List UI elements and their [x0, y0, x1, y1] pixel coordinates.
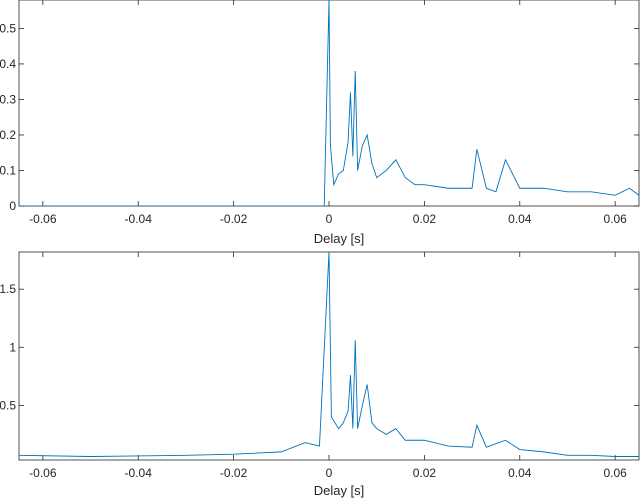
y-tick-label: 0.3: [0, 92, 16, 106]
x-tick-label: -0.04: [125, 212, 153, 226]
y-tick-label: 0.5: [0, 398, 16, 412]
x-tick-label: 0.06: [603, 466, 627, 480]
x-tick-label: -0.04: [125, 466, 153, 480]
x-axis-label: Delay [s]: [314, 231, 365, 246]
x-tick-label: 0.06: [603, 212, 627, 226]
bottom-chart-panel: -0.06 -0.04 -0.02 0 0.02 0.04 0.06 0.5 1 1.5 Delay…: [0, 251, 640, 498]
x-tick-label: 0.04: [508, 466, 532, 480]
series-line: [19, 252, 639, 457]
y-tick-label: 0.5: [0, 21, 16, 35]
x-tick-label: 0.02: [413, 466, 437, 480]
x-tick-label: -0.02: [220, 212, 248, 226]
y-tick-label: 1: [9, 340, 16, 354]
top-chart-panel: -0.06 -0.04 -0.02 0 0.02 0.04 0.06 0 0.1 0.2 0.3 0.…: [0, 0, 640, 246]
x-tick-label: 0: [326, 466, 333, 480]
y-tick-label: 1.5: [0, 282, 16, 296]
x-tick-label: 0: [326, 212, 333, 226]
series-line: [19, 0, 639, 206]
x-tick-label: -0.02: [220, 466, 248, 480]
x-tick-label: -0.06: [29, 466, 57, 480]
x-tick-label: 0.04: [508, 212, 532, 226]
x-axis-label: Delay [s]: [314, 483, 365, 498]
x-tick-label: -0.06: [29, 212, 57, 226]
x-tick-label: 0.02: [413, 212, 437, 226]
y-tick-label: 0.2: [0, 128, 16, 142]
y-tick-label: 0.1: [0, 163, 16, 177]
y-tick-label: 0: [9, 199, 16, 213]
y-tick-label: 0.4: [0, 57, 16, 71]
